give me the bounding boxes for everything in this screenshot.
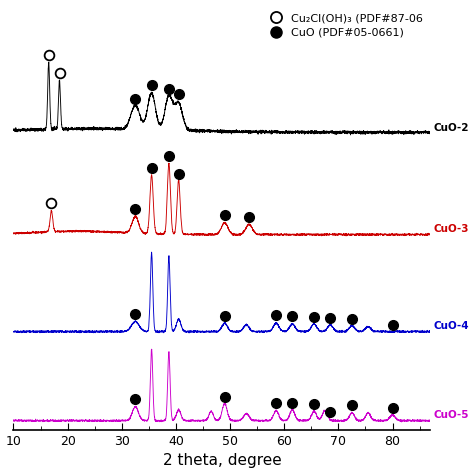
Text: CuO-5: CuO-5 [433,410,469,420]
Text: CuO-3: CuO-3 [433,224,469,234]
X-axis label: 2 theta, degree: 2 theta, degree [163,454,282,468]
Text: CuO-4: CuO-4 [433,321,469,331]
Text: CuO-2: CuO-2 [433,123,469,133]
Legend: Cu₂Cl(OH)₃ (PDF#87-06, CuO (PDF#05-0661): Cu₂Cl(OH)₃ (PDF#87-06, CuO (PDF#05-0661) [263,11,425,40]
